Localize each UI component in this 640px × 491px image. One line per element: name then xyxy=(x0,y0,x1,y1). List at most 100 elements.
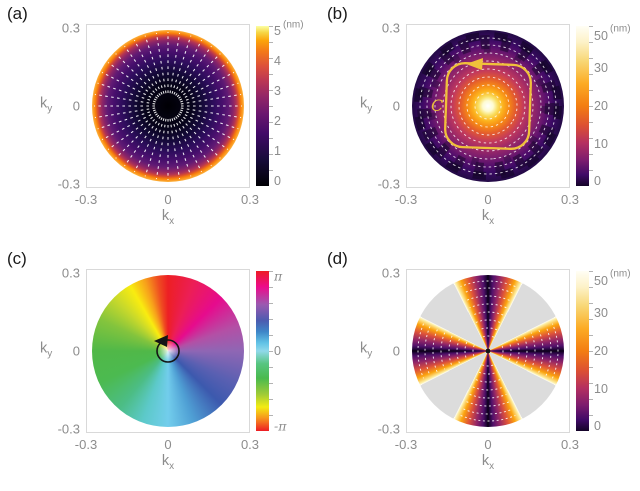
lobe-annotations xyxy=(417,280,559,422)
y-axis-label-sub: y xyxy=(47,348,53,360)
colorbar-tick-label: 20 xyxy=(594,99,608,113)
x-tick-label: 0 xyxy=(164,192,172,207)
contour-label: C xyxy=(431,96,443,115)
x-axis-label-base: k xyxy=(161,453,170,469)
colorbar-tick-label: 10 xyxy=(594,382,608,396)
y-tick-label: -0.3 xyxy=(377,421,400,437)
x-axis-label-base: k xyxy=(481,208,490,224)
y-axis-label-base: k xyxy=(360,340,368,357)
colorbar-tick-label: 1 xyxy=(274,144,281,158)
colorbar-tick-label: -π xyxy=(274,418,287,434)
colorbar xyxy=(256,271,269,431)
y-axis-label-base: k xyxy=(360,95,368,112)
colorbar-unit: (nm) xyxy=(610,23,631,35)
x-axis-label-sub: x xyxy=(489,460,495,472)
x-tick-label: -0.3 xyxy=(394,437,418,452)
y-tick-label: 0 xyxy=(72,98,80,114)
colorbar-tick-label: 10 xyxy=(594,137,608,151)
y-tick-label: 0 xyxy=(72,343,80,359)
panel-d: (d) 0.3 0 -0.3 ky -0.3 0 0.3 kx 50 30 20… xyxy=(320,245,640,491)
colorbar-tick-label: 2 xyxy=(274,114,281,128)
heatmap-field xyxy=(92,30,244,182)
x-tick-label: 0 xyxy=(484,192,492,207)
colorbar-tick-label: 30 xyxy=(594,61,608,75)
winding-circle xyxy=(156,339,180,363)
phase-color-wheel xyxy=(92,275,244,427)
colorbar-tick-label: 50 xyxy=(594,274,608,288)
colorbar-tick-marks xyxy=(589,26,593,186)
x-axis-label: kx xyxy=(146,208,190,227)
x-axis-label: kx xyxy=(466,453,510,472)
panel-c: (c) 0.3 0 -0.3 ky -0.3 0 0.3 kx π 0 -π xyxy=(0,245,320,490)
colorbar-tick-label: 30 xyxy=(594,306,608,320)
colorbar-tick-label: 0 xyxy=(594,419,601,433)
y-axis-label: ky xyxy=(360,96,372,115)
x-tick-label: 0.3 xyxy=(560,192,580,207)
y-axis-label-base: k xyxy=(40,340,48,357)
x-axis-label-base: k xyxy=(481,453,490,469)
y-axis-label: ky xyxy=(40,96,52,115)
x-tick-label: -0.3 xyxy=(74,437,98,452)
colorbar-tick-label: 0 xyxy=(274,174,281,188)
colorbar-unit: (nm) xyxy=(283,19,304,31)
center-dot xyxy=(485,348,491,354)
y-tick-label: 0.3 xyxy=(61,265,80,281)
colorbar-tick-label: 4 xyxy=(274,54,281,68)
y-tick-label: 0.3 xyxy=(61,20,80,36)
x-axis-label: kx xyxy=(466,208,510,227)
colorbar xyxy=(256,26,269,186)
colorbar xyxy=(576,271,589,431)
x-axis-label-sub: x xyxy=(169,215,175,227)
y-axis-label: ky xyxy=(360,341,372,360)
x-tick-label: 0 xyxy=(164,437,172,452)
plot-area xyxy=(86,24,250,188)
y-tick-label: 0.3 xyxy=(381,265,400,281)
panel-d-label: (d) xyxy=(327,249,348,268)
arc-quiver-arrows xyxy=(417,280,559,422)
winding-arrowhead xyxy=(154,335,168,347)
colorbar-tick-label: 3 xyxy=(274,84,281,98)
y-tick-label: 0.3 xyxy=(381,20,400,36)
y-axis-label-sub: y xyxy=(367,103,373,115)
plot-area: C xyxy=(406,24,570,188)
heatmap-field xyxy=(412,30,564,182)
y-axis-label-sub: y xyxy=(367,348,373,360)
y-tick-label: 0 xyxy=(392,343,400,359)
contour-arrowhead xyxy=(466,58,483,70)
heatmap-disk xyxy=(92,30,244,182)
x-tick-label: 0 xyxy=(484,437,492,452)
y-tick-label: -0.3 xyxy=(57,176,80,192)
x-tick-label: 0.3 xyxy=(240,192,260,207)
contour-loop xyxy=(444,62,532,150)
x-tick-label: 0.3 xyxy=(560,437,580,452)
x-tick-label: -0.3 xyxy=(74,192,98,207)
phase-annotations xyxy=(154,335,180,363)
panel-b: (b) 0.3 0 -0.3 ky C -0.3 0 0.3 kx xyxy=(320,0,640,245)
colorbar-tick-label: 0 xyxy=(274,344,281,358)
y-tick-label: 0 xyxy=(392,98,400,114)
colorbar-tick-label: 20 xyxy=(594,344,608,358)
colorbar xyxy=(576,26,589,186)
colorbar-tick-label: 5 xyxy=(274,24,281,38)
plot-area xyxy=(86,269,250,433)
y-axis-label-base: k xyxy=(40,95,48,112)
x-axis-label: kx xyxy=(146,453,190,472)
panel-a-label: (a) xyxy=(7,4,28,23)
panel-c-label: (c) xyxy=(7,249,27,268)
y-tick-label: -0.3 xyxy=(57,421,80,437)
x-axis-label-sub: x xyxy=(169,460,175,472)
x-tick-label: 0.3 xyxy=(240,437,260,452)
colorbar-tick-label: 50 xyxy=(594,29,608,43)
panel-a: (a) 0.3 0 -0.3 ky -0.3 0 0.3 kx 5 4 3 2 xyxy=(0,0,320,245)
radial-quiver-arrows xyxy=(94,32,242,180)
colorbar-unit: (nm) xyxy=(610,268,631,280)
colorbar-tick-marks xyxy=(589,271,593,431)
panel-b-label: (b) xyxy=(327,4,348,23)
plot-area xyxy=(406,269,570,433)
colorbar-tick-label: π xyxy=(274,268,283,284)
heatmap-disk: C xyxy=(412,30,564,182)
y-tick-label: -0.3 xyxy=(377,176,400,192)
y-axis-label: ky xyxy=(40,341,52,360)
x-axis-label-base: k xyxy=(161,208,170,224)
colorbar-tick-marks xyxy=(269,26,273,186)
